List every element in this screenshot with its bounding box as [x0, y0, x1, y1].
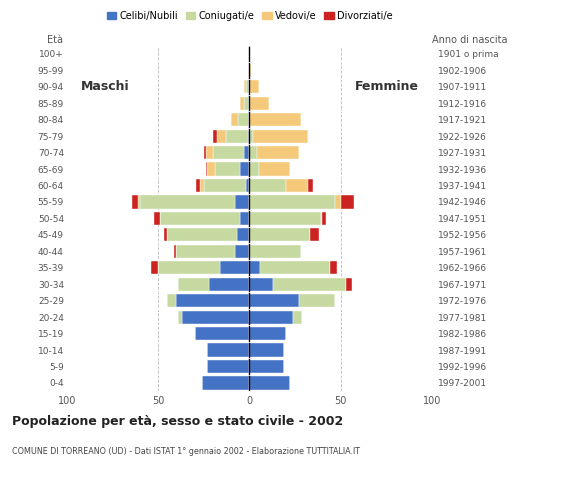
Bar	[164, 228, 167, 241]
Bar	[244, 146, 249, 159]
Bar	[249, 113, 300, 126]
Bar	[176, 245, 235, 258]
Text: COMUNE DI TORREANO (UD) - Dati ISTAT 1° gennaio 2002 - Elaborazione TUTTITALIA.I: COMUNE DI TORREANO (UD) - Dati ISTAT 1° …	[12, 446, 360, 456]
Bar	[158, 261, 220, 275]
Bar	[154, 212, 160, 225]
Bar	[249, 277, 273, 291]
Bar	[151, 261, 158, 275]
Bar	[249, 311, 293, 324]
Bar	[240, 96, 244, 110]
Bar	[215, 162, 240, 176]
Text: Popolazione per età, sesso e stato civile - 2002: Popolazione per età, sesso e stato civil…	[12, 415, 343, 428]
Bar	[310, 228, 319, 241]
Bar	[240, 212, 249, 225]
Legend: Celibi/Nubili, Coniugati/e, Vedovi/e, Divorziati/e: Celibi/Nubili, Coniugati/e, Vedovi/e, Di…	[103, 7, 396, 25]
Bar	[213, 130, 216, 143]
Bar	[249, 162, 259, 176]
Bar	[249, 261, 260, 275]
Bar	[140, 195, 235, 208]
Bar	[200, 179, 204, 192]
Bar	[235, 245, 249, 258]
Bar	[205, 162, 208, 176]
Bar	[259, 162, 289, 176]
Bar	[182, 311, 249, 324]
Bar	[204, 146, 205, 159]
Bar	[202, 376, 249, 390]
Bar	[293, 311, 302, 324]
Bar	[231, 113, 238, 126]
Bar	[321, 212, 322, 225]
Bar	[273, 277, 346, 291]
Bar	[132, 195, 138, 208]
Bar	[238, 113, 249, 126]
Bar	[195, 327, 249, 340]
Bar	[253, 130, 308, 143]
Bar	[209, 277, 249, 291]
Bar	[246, 179, 249, 192]
Bar	[322, 212, 326, 225]
Bar	[249, 360, 284, 373]
Bar	[160, 212, 240, 225]
Bar	[167, 294, 176, 307]
Bar	[341, 195, 354, 208]
Bar	[226, 130, 248, 143]
Bar	[249, 130, 253, 143]
Bar	[249, 146, 257, 159]
Bar	[330, 261, 337, 275]
Bar	[208, 360, 249, 373]
Bar	[220, 261, 249, 275]
Bar	[244, 80, 246, 93]
Bar	[335, 195, 341, 208]
Text: Anno di nascita: Anno di nascita	[432, 35, 508, 45]
Bar	[249, 245, 300, 258]
Bar	[216, 130, 226, 143]
Bar	[249, 64, 251, 77]
Bar	[249, 195, 335, 208]
Bar	[249, 376, 289, 390]
Bar	[205, 146, 213, 159]
Bar	[246, 80, 249, 93]
Bar	[167, 228, 237, 241]
Bar	[257, 146, 299, 159]
Bar	[308, 179, 313, 192]
Bar	[249, 96, 270, 110]
Text: Maschi: Maschi	[81, 80, 130, 93]
Text: Femmine: Femmine	[356, 80, 419, 93]
Bar	[249, 294, 299, 307]
Bar	[260, 261, 330, 275]
Bar	[176, 294, 249, 307]
Bar	[244, 96, 249, 110]
Bar	[208, 162, 215, 176]
Bar	[237, 228, 249, 241]
Bar	[286, 179, 308, 192]
Bar	[249, 212, 321, 225]
Bar	[240, 162, 249, 176]
Bar	[235, 195, 249, 208]
Bar	[208, 344, 249, 357]
Bar	[249, 228, 310, 241]
Bar	[204, 179, 246, 192]
Bar	[249, 344, 284, 357]
Bar	[299, 294, 335, 307]
Bar	[346, 277, 351, 291]
Bar	[249, 179, 286, 192]
Bar	[249, 80, 259, 93]
Bar	[138, 195, 140, 208]
Bar	[178, 277, 209, 291]
Bar	[249, 327, 286, 340]
Bar	[213, 146, 244, 159]
Bar	[175, 245, 176, 258]
Bar	[178, 311, 182, 324]
Bar	[248, 130, 249, 143]
Text: Età: Età	[47, 35, 63, 45]
Bar	[197, 179, 200, 192]
